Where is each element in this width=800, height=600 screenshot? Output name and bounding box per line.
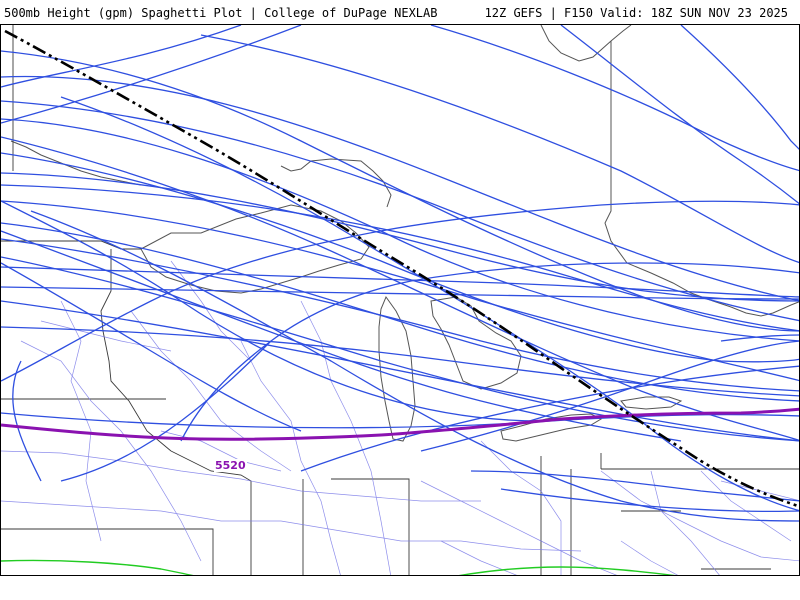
contour-5520-line xyxy=(1,407,799,441)
contour-5520-label: 5520 xyxy=(214,459,247,472)
map-canvas xyxy=(1,25,799,575)
contour-green-lines xyxy=(1,559,676,575)
political-borders xyxy=(1,25,799,575)
plot-title: 500mb Height (gpm) Spaghetti Plot | Coll… xyxy=(4,6,438,20)
header: 500mb Height (gpm) Spaghetti Plot | Coll… xyxy=(0,0,800,24)
great-lakes-outlines xyxy=(10,25,799,442)
ensemble-mean-line xyxy=(4,29,799,508)
ensemble-member-lines xyxy=(1,25,799,522)
map-panel: 5520 xyxy=(0,24,800,576)
run-info: 12Z GEFS | F150 Valid: 18Z SUN NOV 23 20… xyxy=(484,6,788,20)
